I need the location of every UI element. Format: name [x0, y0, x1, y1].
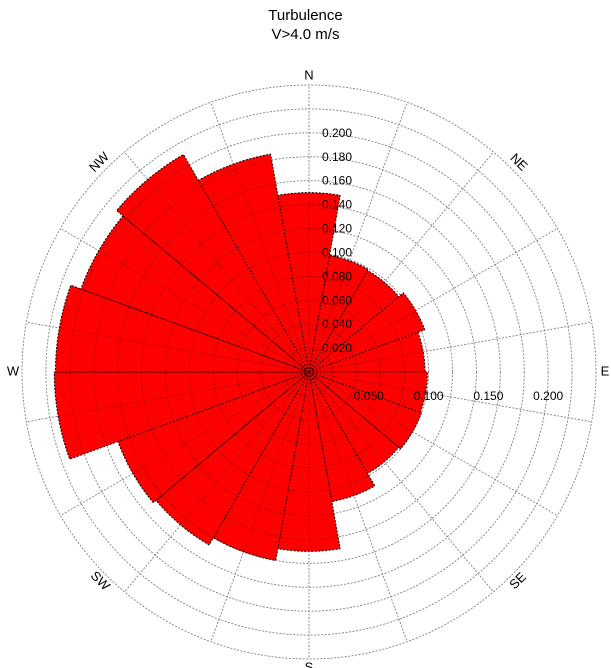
chart-title-block: Turbulence V>4.0 m/s: [0, 6, 611, 44]
grid-spoke: [308, 151, 494, 373]
grid-spoke: [308, 371, 408, 642]
sector-grid-spoke: [258, 372, 309, 561]
chart-subtitle: V>4.0 m/s: [271, 26, 340, 43]
direction-label: NW: [86, 148, 112, 174]
radial-tick-label: 0.100: [414, 389, 444, 403]
sector-grid-spoke: [124, 154, 309, 372]
sector-grid-spoke: [54, 372, 309, 423]
grid-ring: [117, 180, 501, 564]
direction-label: N: [304, 67, 313, 82]
direction-label: NE: [507, 150, 531, 174]
grid-spoke: [308, 102, 408, 373]
sector-grid-spoke: [165, 154, 309, 372]
sector-grid-spoke: [210, 154, 309, 372]
radial-tick-label: 0.200: [322, 126, 352, 140]
sector-bar: [53, 371, 310, 460]
radial-tick-label: 0.120: [322, 222, 352, 236]
sector-grid-spoke: [117, 372, 309, 471]
sector-grid-ring: [309, 372, 334, 397]
grid-spoke: [308, 228, 558, 373]
radial-tick-label: 0.160: [322, 174, 352, 188]
sector-grid-spoke: [213, 372, 309, 561]
sector-bar: [308, 254, 369, 373]
sector-grid-ring: [277, 372, 341, 421]
sector-bar: [308, 371, 428, 414]
direction-label: E: [601, 363, 610, 378]
grid-spoke: [308, 321, 592, 373]
chart-title: Turbulence: [268, 7, 343, 24]
radial-tick-label: 0.140: [322, 198, 352, 212]
grid-spoke: [308, 371, 494, 593]
sector-grid: [309, 372, 428, 413]
radial-tick-label: 0.080: [322, 269, 352, 283]
direction-label: SE: [506, 569, 529, 592]
sector-grid: [54, 372, 309, 460]
sector-grid-spoke: [117, 372, 309, 503]
direction-label: W: [7, 363, 20, 378]
radial-tick-label: 0.060: [322, 293, 352, 307]
radial-tick-label: 0.180: [322, 150, 352, 164]
grid-spoke: [308, 371, 592, 423]
sector-grid-spoke: [55, 321, 309, 372]
sector-grid-ring: [277, 323, 341, 372]
grid-spoke: [308, 371, 558, 516]
grid-ring: [21, 84, 597, 660]
sector-grid-ring: [277, 372, 341, 540]
radial-tick-label: 0.020: [322, 341, 352, 355]
radial-tick-label: 0.050: [354, 389, 384, 403]
radial-tick-label: 0.150: [473, 389, 503, 403]
sector-grid-spoke: [156, 372, 309, 545]
sector-grid-spoke: [258, 154, 309, 372]
sector-bar: [115, 153, 310, 373]
direction-label: SW: [88, 568, 114, 594]
sector-bar: [212, 371, 310, 562]
sector-grid-spoke: [117, 372, 309, 503]
radial-tick-label: 0.200: [533, 389, 563, 403]
sector-bars: [53, 153, 428, 562]
sector-grid-spoke: [213, 372, 309, 561]
radial-tick-label: 0.040: [322, 317, 352, 331]
radial-tick-label: 0.100: [322, 245, 352, 259]
sector-grid-ring: [277, 204, 341, 372]
direction-label: S: [305, 659, 314, 668]
sector-grid-spoke: [80, 228, 309, 372]
